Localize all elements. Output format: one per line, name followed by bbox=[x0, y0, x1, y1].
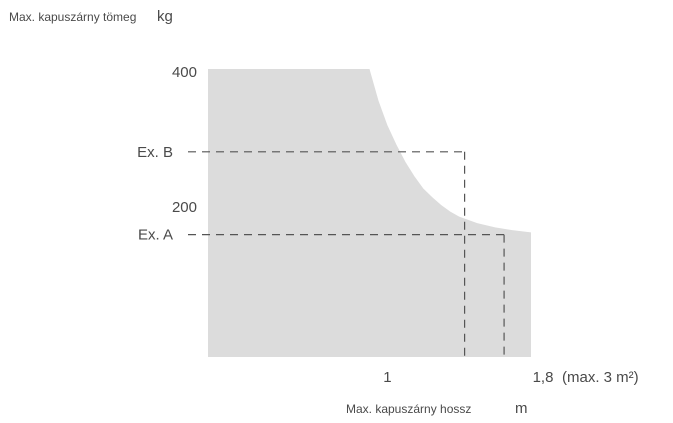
x-axis-label: Max. kapuszárny hossz bbox=[346, 402, 471, 416]
example-guides bbox=[188, 151, 505, 357]
x-axis-unit: m bbox=[515, 400, 528, 417]
example-labels: Ex. B Ex. A bbox=[137, 144, 173, 244]
y-tick-label-1: 200 bbox=[172, 199, 197, 216]
x-axis-note: (max. 3 m²) bbox=[562, 369, 639, 386]
x-tick-label-0: 1 bbox=[383, 369, 391, 386]
y-tick-labels: 400 200 bbox=[172, 64, 197, 216]
x-tick-label-1: 1,8 bbox=[533, 369, 554, 386]
example-label-1: Ex. A bbox=[138, 227, 173, 244]
y-axis-unit: kg bbox=[157, 8, 173, 25]
y-axis-label: Max. kapuszárny tömeg bbox=[9, 10, 136, 24]
y-tick-label-0: 400 bbox=[172, 64, 197, 81]
allowed-region bbox=[208, 69, 531, 357]
x-tick-labels: 1 1,8 bbox=[383, 369, 553, 386]
example-label-0: Ex. B bbox=[137, 144, 173, 161]
